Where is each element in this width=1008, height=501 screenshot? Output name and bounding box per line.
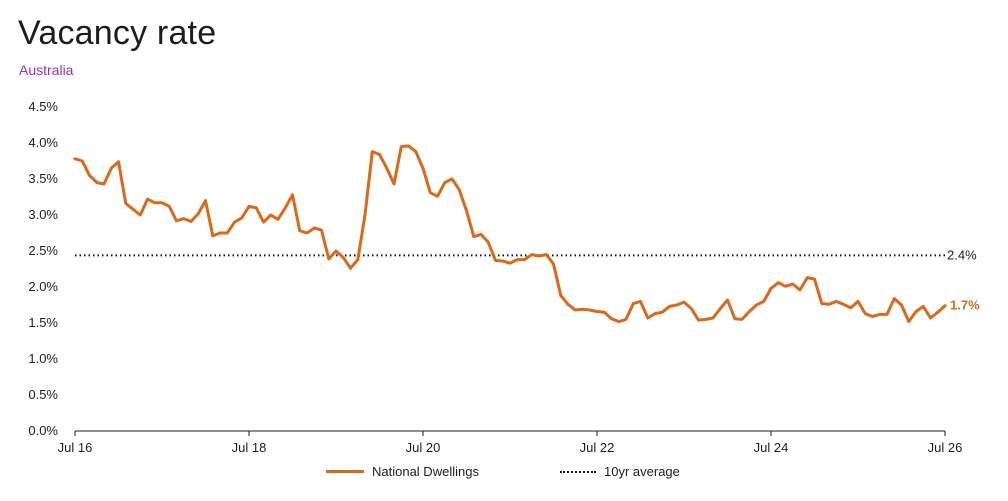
x-tick-label: Jul 26 <box>928 440 963 455</box>
average-value-label: 2.4% <box>947 247 977 262</box>
y-tick-label: 1.5% <box>28 315 58 330</box>
y-tick-label: 0.0% <box>28 423 58 438</box>
legend-swatch-dotted <box>560 470 596 473</box>
y-tick-label: 1.0% <box>28 351 58 366</box>
x-tick-label: Jul 22 <box>580 440 615 455</box>
legend-label: National Dwellings <box>372 464 479 479</box>
legend-label: 10yr average <box>604 464 680 479</box>
legend-item-10yr-average: 10yr average <box>560 464 680 479</box>
chart-subtitle: Australia <box>19 62 74 78</box>
chart-title: Vacancy rate <box>18 14 217 52</box>
latest-value-label: 1.7% <box>950 298 980 313</box>
x-tick-label: Jul 16 <box>58 440 93 455</box>
y-tick-label: 2.5% <box>28 243 58 258</box>
annotation-layer: 2.4% 1.7% <box>947 247 980 312</box>
legend: National Dwellings 10yr average <box>0 464 1008 484</box>
chart-canvas: 0.0% 0.5% 1.0% 1.5% 2.0% 2.5% 3.0% 3.5% 4.0% 4.5%… <box>28 99 980 455</box>
x-axis: Jul 16 Jul 18 Jul 20 Jul 22 Jul 24 Jul 26 <box>58 430 963 455</box>
x-tick-label: Jul 20 <box>406 440 441 455</box>
series-layer <box>73 144 947 324</box>
x-tick-label: Jul 18 <box>232 440 267 455</box>
legend-item-national-dwellings: National Dwellings <box>326 464 479 479</box>
legend-swatch-line <box>326 470 364 473</box>
y-tick-label: 3.0% <box>28 207 58 222</box>
x-tick-label: Jul 24 <box>754 440 789 455</box>
y-tick-label: 3.5% <box>28 171 58 186</box>
y-tick-label: 4.0% <box>28 135 58 150</box>
y-tick-label: 2.0% <box>28 279 58 294</box>
y-tick-label: 0.5% <box>28 387 58 402</box>
y-axis-labels: 0.0% 0.5% 1.0% 1.5% 2.0% 2.5% 3.0% 3.5% 4.0% 4.5% <box>28 99 58 438</box>
series-line-national-dwellings <box>73 144 947 324</box>
y-tick-label: 4.5% <box>28 99 58 114</box>
